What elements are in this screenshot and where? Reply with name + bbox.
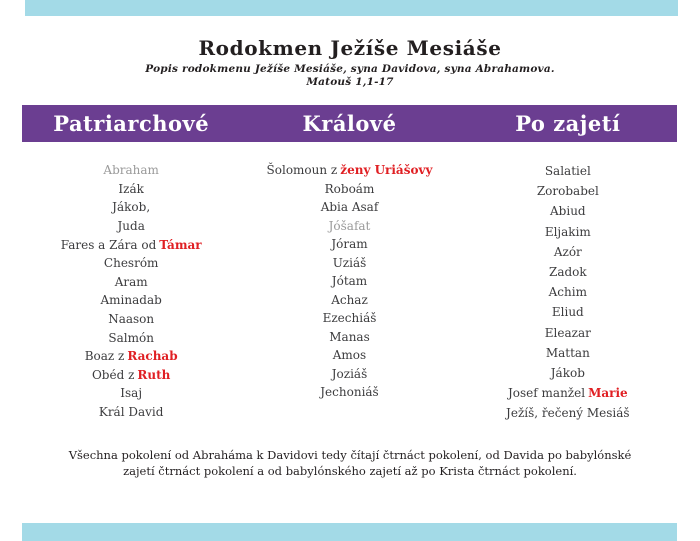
genealogy-item: Šolomoun z ženy Uriášovy bbox=[240, 161, 458, 180]
genealogy-item: Ezechiáš bbox=[322, 311, 377, 326]
genealogy-item: Jákob bbox=[550, 365, 585, 380]
genealogy-item: Abraham bbox=[103, 163, 159, 178]
top-accent-bar bbox=[25, 0, 678, 16]
genealogy-item: Josef manžel Marie bbox=[459, 383, 677, 403]
bottom-accent-bar bbox=[22, 523, 677, 541]
genealogy-item: Jótam bbox=[331, 274, 368, 289]
genealogy-item: Jákob, bbox=[112, 200, 151, 215]
genealogy-item-text: Josef manžel bbox=[507, 386, 586, 401]
genealogy-item-text: Šolomoun z bbox=[266, 163, 338, 178]
genealogy-item: Izák bbox=[118, 181, 144, 196]
highlighted-name: Ruth bbox=[137, 367, 171, 382]
genealogy-item: Jóšafat bbox=[328, 218, 371, 233]
genealogy-item: Eleazar bbox=[544, 325, 591, 340]
genealogy-item: Manas bbox=[329, 329, 370, 344]
genealogy-item: Fares a Zára od Támar bbox=[22, 235, 240, 254]
scripture-reference: Matouš 1,1-17 bbox=[306, 76, 394, 88]
genealogy-item: Zadok bbox=[548, 265, 587, 280]
genealogy-item: Mattan bbox=[545, 345, 590, 360]
genealogy-item: Naason bbox=[108, 312, 155, 327]
genealogy-item-text: Obéd z bbox=[91, 367, 135, 382]
genealogy-item-text: Boaz z bbox=[84, 349, 125, 364]
highlighted-name: Marie bbox=[588, 386, 628, 401]
genealogy-item: Juda bbox=[117, 219, 145, 234]
genealogy-item: Aminadab bbox=[100, 293, 162, 308]
genealogy-item: Zorobabel bbox=[536, 184, 599, 199]
column-header-bar: Patriarchové Králové Po zajetí bbox=[22, 105, 677, 142]
genealogy-item-text: Fares a Zára od bbox=[60, 237, 157, 252]
genealogy-item: Ježíš, řečený Mesiáš bbox=[506, 406, 630, 421]
column-header-kings: Králové bbox=[302, 111, 397, 136]
genealogy-item: Aram bbox=[114, 274, 148, 289]
genealogy-item: Boaz z Rachab bbox=[22, 347, 240, 366]
genealogy-columns: Abraham Izák Jákob, Juda Fares a Zára od Táma… bbox=[22, 161, 677, 423]
genealogy-item: Eljakim bbox=[544, 224, 591, 239]
genealogy-item: Isaj bbox=[120, 386, 143, 401]
title-block: Rodokmen Ježíše Mesiáše Popis rodokmenu … bbox=[0, 36, 700, 88]
page-title: Rodokmen Ježíše Mesiáše bbox=[198, 36, 502, 60]
genealogy-item: Achim bbox=[548, 285, 587, 300]
genealogy-item: Eliud bbox=[551, 305, 584, 320]
genealogy-item: Roboám bbox=[324, 181, 375, 196]
column-header-patriarchs: Patriarchové bbox=[53, 111, 210, 136]
genealogy-item: Obéd z Ruth bbox=[22, 366, 240, 385]
column-header-after-exile: Po zajetí bbox=[515, 111, 621, 136]
column-patriarchs: Abraham Izák Jákob, Juda Fares a Zára od Táma… bbox=[22, 161, 240, 423]
genealogy-item: Abiud bbox=[550, 204, 586, 219]
genealogy-item: Uziáš bbox=[332, 255, 367, 270]
genealogy-item: Joziáš bbox=[331, 366, 368, 381]
genealogy-item: Salmón bbox=[108, 330, 154, 345]
genealogy-item: Jóram bbox=[331, 237, 368, 252]
genealogy-item: Azór bbox=[553, 244, 582, 259]
highlighted-name: ženy Uriášovy bbox=[340, 163, 433, 178]
page-subtitle: Popis rodokmenu Ježíše Mesiáše, syna Dav… bbox=[145, 63, 555, 75]
highlighted-name: Támar bbox=[159, 237, 202, 252]
column-after-exile: Salatiel Zorobabel Abiud Eljakim Azór Zadok Ac… bbox=[459, 161, 677, 423]
genealogy-item: Abia Asaf bbox=[320, 200, 379, 215]
highlighted-name: Rachab bbox=[127, 349, 178, 364]
genealogy-item: Amos bbox=[332, 348, 367, 363]
genealogy-item: Jechoniáš bbox=[320, 385, 379, 400]
genealogy-item: Král David bbox=[98, 405, 164, 420]
genealogy-item: Chesróm bbox=[103, 256, 159, 271]
genealogy-item: Salatiel bbox=[544, 164, 591, 179]
genealogy-item: Achaz bbox=[331, 292, 368, 307]
column-kings: Šolomoun z ženy Uriášovy Roboám Abia Asaf Jó… bbox=[240, 161, 458, 423]
summary-paragraph: Všechna pokolení od Abraháma k Davidovi … bbox=[68, 448, 632, 478]
